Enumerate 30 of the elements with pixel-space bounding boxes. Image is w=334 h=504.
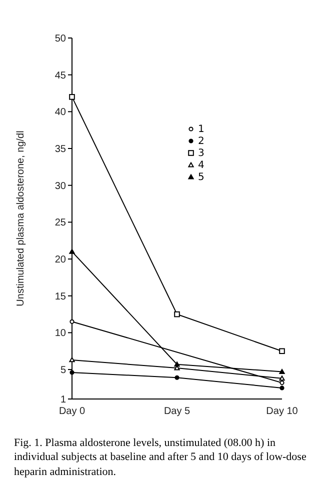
x-tick-label: Day 0 bbox=[58, 406, 86, 418]
legend-label: 2 bbox=[198, 136, 204, 146]
point bbox=[279, 368, 285, 374]
y-tick-label: 30 bbox=[54, 180, 66, 192]
y-tick-label: 25 bbox=[54, 218, 66, 229]
point bbox=[69, 248, 75, 254]
y-tick-label: 15 bbox=[54, 291, 66, 302]
legend-label: 1 bbox=[198, 124, 204, 134]
y-tick-label: 20 bbox=[54, 254, 66, 266]
y-tick-label: 35 bbox=[54, 144, 66, 156]
y-tick-label: 10 bbox=[54, 328, 66, 340]
point bbox=[70, 319, 74, 324]
y-axis-title: Unstimulated plasma aldosterone, ng/dl bbox=[16, 130, 27, 306]
point bbox=[280, 380, 284, 386]
legend-label: 3 bbox=[198, 148, 204, 158]
y-tick-label: 45 bbox=[54, 70, 66, 82]
y-tick-label: 40 bbox=[54, 107, 66, 118]
legend-label: 4 bbox=[198, 160, 204, 170]
y-tick-label: 5 bbox=[60, 365, 66, 376]
x-tick-label: Day 10 bbox=[266, 406, 298, 418]
point bbox=[174, 375, 180, 380]
y-tick-label: 1 bbox=[60, 394, 66, 406]
point bbox=[279, 348, 285, 354]
y-tick-label: 50 bbox=[54, 34, 66, 45]
legend-label: 5 bbox=[198, 172, 204, 182]
x-tick-label: Day 5 bbox=[164, 406, 190, 418]
caption: Fig. 1. Plasma aldosterone levels, unstimulated (08.00 h) in individual subjects at baseline and after 5 and 10 days of low-dose heparin administration. bbox=[14, 436, 308, 479]
point bbox=[69, 94, 75, 100]
point bbox=[280, 386, 284, 390]
point bbox=[174, 311, 180, 318]
